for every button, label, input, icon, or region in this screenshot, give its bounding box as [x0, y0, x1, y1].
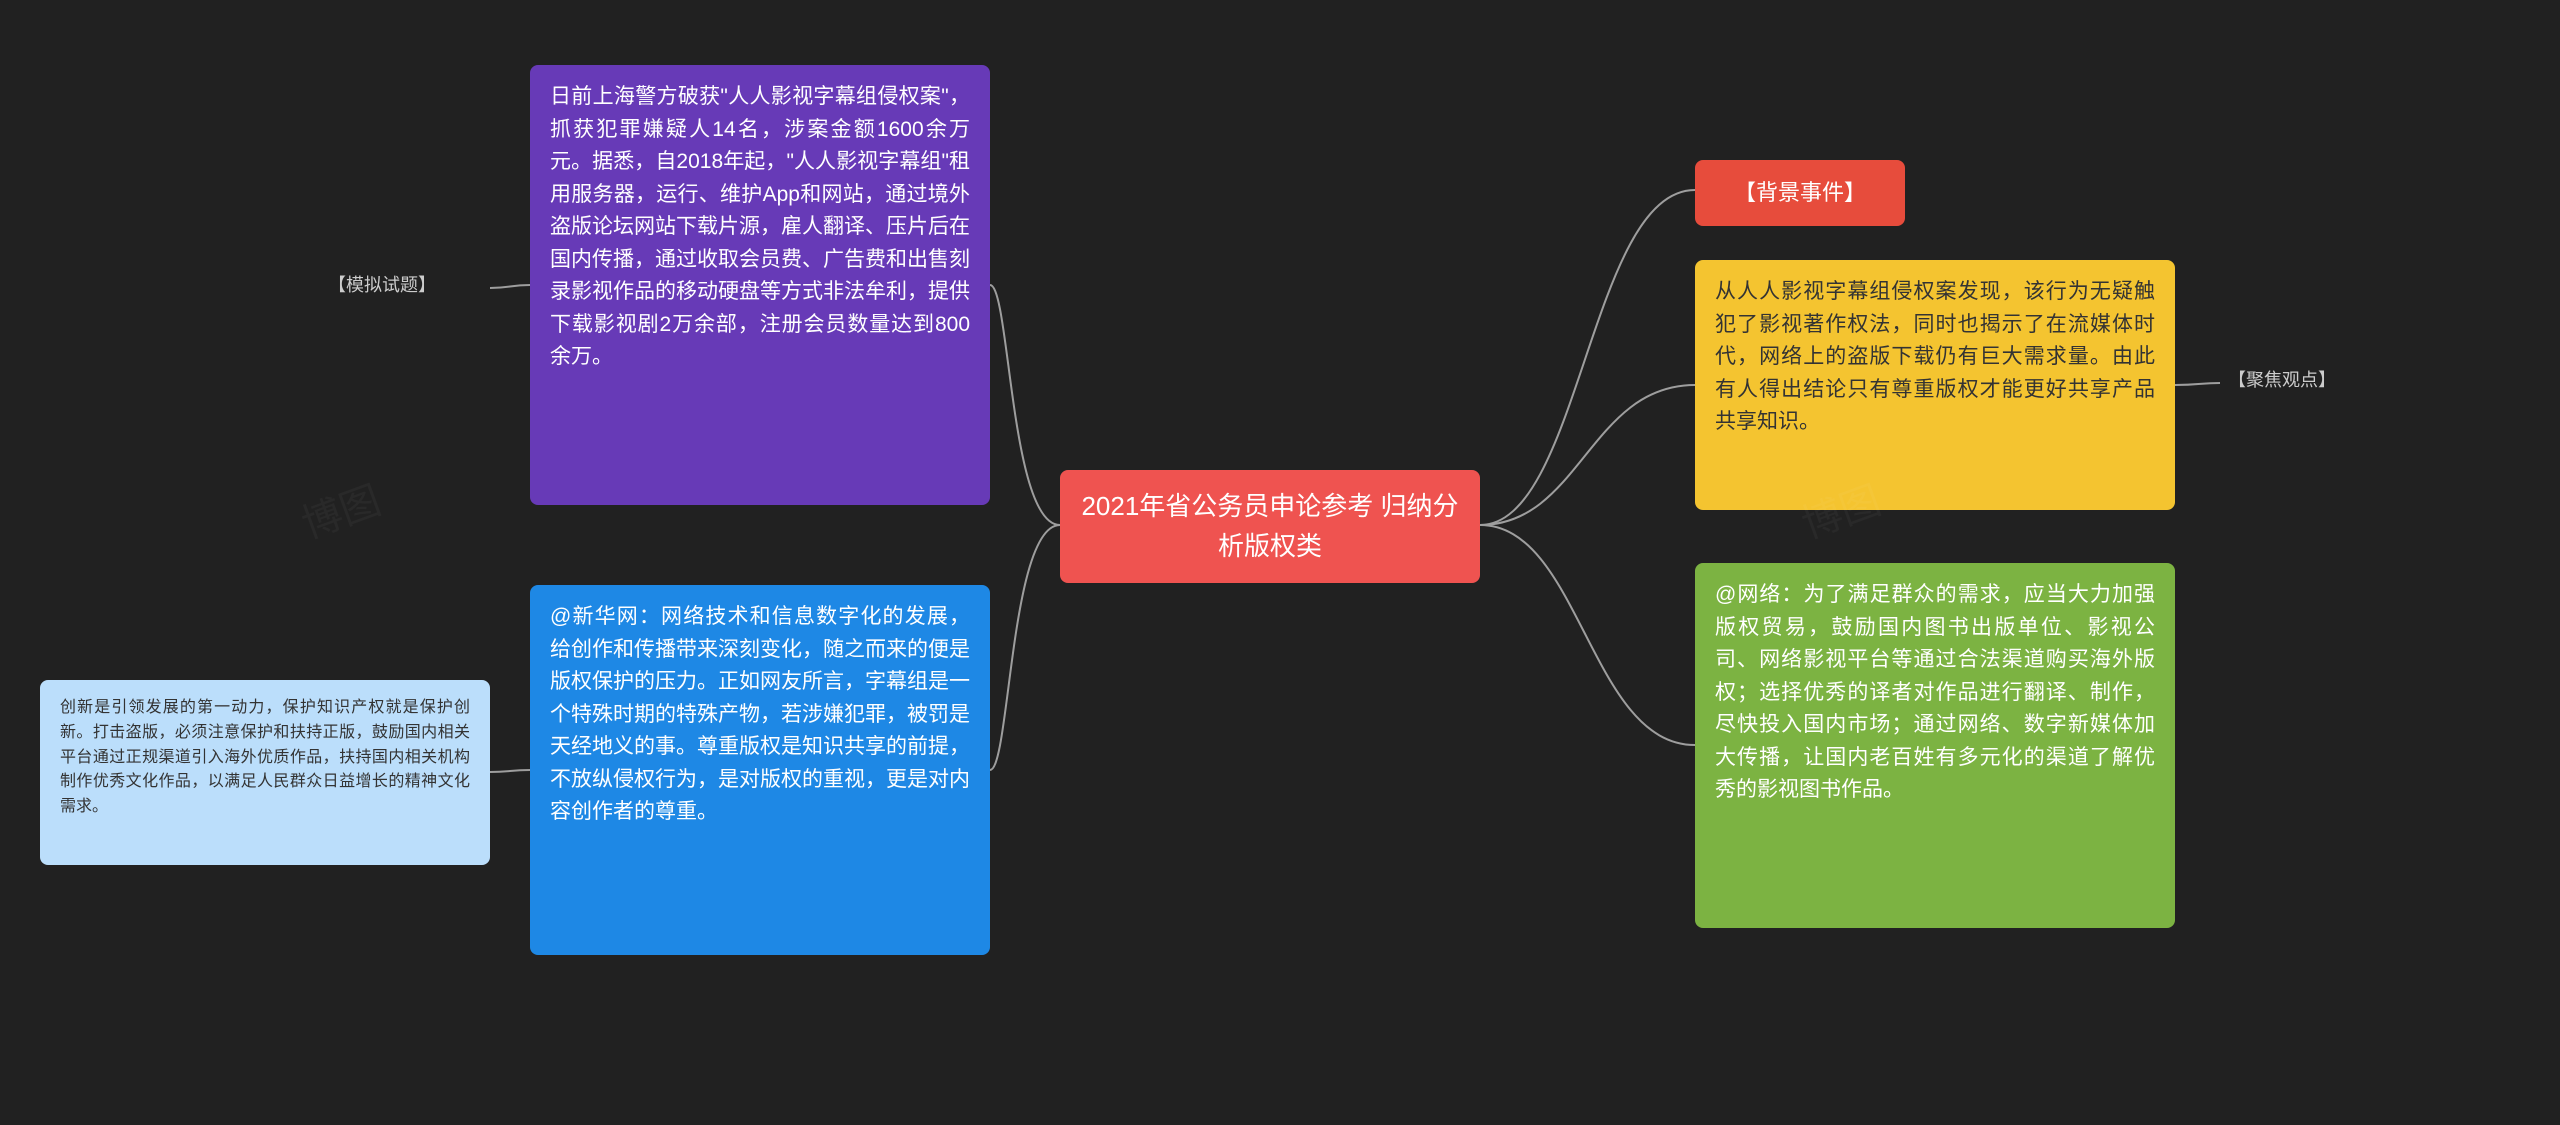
watermark: 博图: [292, 468, 387, 550]
node-focus-viewpoint-label: 【聚焦观点】: [2220, 363, 2390, 403]
node-mock-question-label: 【模拟试题】: [320, 268, 490, 308]
node-innovation-subnode[interactable]: 创新是引领发展的第一动力，保护知识产权就是保护创新。打击盗版，必须注意保护和扶持…: [40, 680, 490, 865]
center-node[interactable]: 2021年省公务员申论参考 归纳分析版权类: [1060, 470, 1480, 583]
node-background-event[interactable]: 【背景事件】: [1695, 160, 1905, 226]
node-focus-viewpoint-body[interactable]: 从人人影视字幕组侵权案发现，该行为无疑触犯了影视著作权法，同时也揭示了在流媒体时…: [1695, 260, 2175, 510]
node-network-opinion[interactable]: @网络：为了满足群众的需求，应当大力加强版权贸易，鼓励国内图书出版单位、影视公司…: [1695, 563, 2175, 928]
node-xinhua-opinion[interactable]: @新华网：网络技术和信息数字化的发展，给创作和传播带来深刻变化，随之而来的便是版…: [530, 585, 990, 955]
node-case-details[interactable]: 日前上海警方破获"人人影视字幕组侵权案"，抓获犯罪嫌疑人14名，涉案金额1600…: [530, 65, 990, 505]
mindmap-canvas: 2021年省公务员申论参考 归纳分析版权类 【背景事件】 从人人影视字幕组侵权案…: [0, 0, 2560, 1125]
